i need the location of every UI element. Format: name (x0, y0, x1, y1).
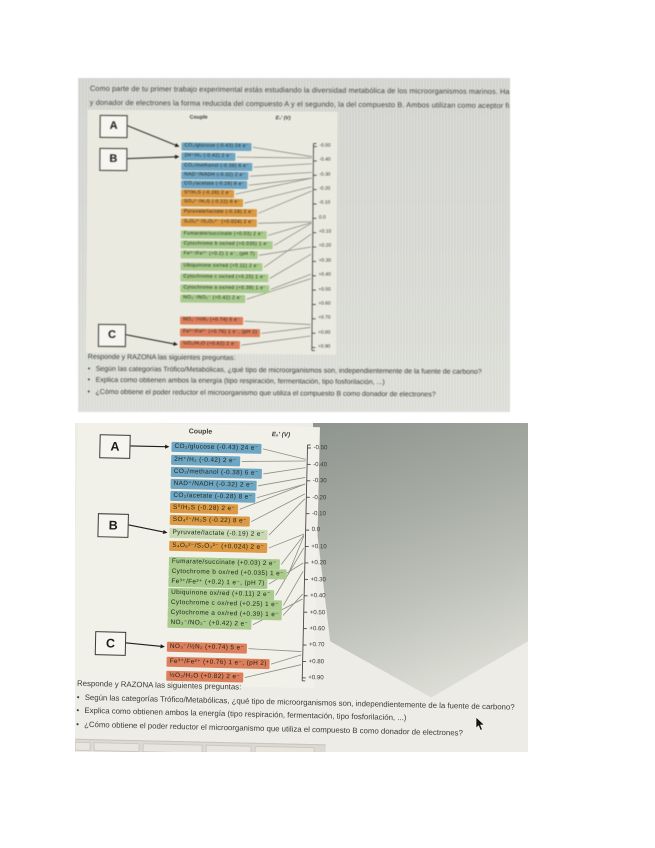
compound-c-box: C (97, 323, 127, 348)
axis-tick-label: +0.30 (318, 258, 331, 264)
redox-couple-row: SO₄²⁻/H₂S (-0.22) 8 e⁻ (169, 514, 250, 527)
axis-tick-label: +0.80 (308, 657, 325, 666)
photo-content: Responde y RAZONA las siguientes pregunt… (75, 423, 528, 752)
redox-couple-row: Fe³⁺/Fe²⁺ (+0.2) 1 e⁻, (pH 7) (180, 250, 258, 260)
redox-couple-row: Cytochrome b ox/red (+0.035) 1 e⁻ (180, 240, 273, 250)
redox-couple-row: S⁰/H₂S (-0.28) 2 e⁻ (169, 502, 239, 515)
toolbar-cell (254, 745, 315, 752)
axis-tick-label: 0.0 (318, 215, 326, 221)
axis-tick-label: -0.20 (319, 186, 331, 192)
redox-couple-row: NAD⁺/NADH (-0.32) 2 e⁻ (170, 478, 257, 491)
axis-tick-label: +0.40 (310, 592, 326, 600)
compound-b-box: B (97, 513, 129, 538)
question-item: • Explica como obtienen ambos la energía … (87, 376, 385, 387)
compound-c-box: C (94, 631, 127, 656)
axis-tick-label: +0.70 (318, 315, 331, 321)
compound-a-box: A (99, 434, 131, 459)
redox-couple-row: NO₃⁻/½N₂ (+0.74) 5 e⁻ (180, 316, 243, 326)
axis-tick-label: +0.10 (311, 542, 327, 551)
questions-block: Responde y RAZONA las siguientes pregunt… (76, 679, 522, 739)
redox-couple-row: NO₃⁻/NO₂⁻ (+0.42) 2 e⁻ (167, 617, 252, 630)
axis-tick-label: -0.50 (313, 444, 328, 452)
exercise-photo-small[interactable]: Como parte de tu primer trabajo experime… (78, 78, 510, 412)
redox-couple-row: NO₃⁻/NO₂⁻ (+0.42) 2 e⁻ (180, 294, 246, 304)
axis-tick-label: +0.70 (308, 641, 325, 649)
bullet-icon: • (76, 705, 80, 715)
toolbar-cell (75, 741, 91, 751)
couple-column-header: Couple (189, 114, 208, 121)
axis-label: E₀′ (V) (271, 431, 291, 439)
bullet-icon: • (76, 692, 80, 702)
redox-couple-row: CO₂/acetate (-0.28) 8 e⁻ (170, 490, 256, 503)
toolbar-cell (93, 741, 140, 752)
redox-couple-row: CO₂/glucose (-0.43) 24 e⁻ (171, 441, 262, 454)
axis-tick-label: -0.40 (319, 157, 331, 163)
question-item: • ¿Cómo obtiene el poder reductor el micr… (87, 388, 436, 399)
redox-couple-row: S₄O₆²⁻/S₂O₃²⁻ (+0.024) 2 e⁻ (180, 218, 258, 228)
bullet-icon: • (87, 365, 91, 373)
axis-tick-label: 0.0 (311, 526, 321, 534)
axis-tick-label: -0.50 (319, 143, 331, 149)
axis-tick-label: +0.20 (310, 559, 327, 567)
intro-line: y donador de electrones la forma reducid… (89, 97, 510, 110)
bullet-icon: • (87, 388, 91, 396)
axis-tick-label: +0.60 (318, 301, 331, 307)
redox-couple-row: Pyruvate/lactate (-0.19) 2 e⁻ (180, 208, 258, 218)
redox-couple-row: CO₂/acetate (-0.28) 8 e⁻ (181, 180, 248, 190)
mouse-cursor-icon (475, 717, 486, 731)
axis-tick-label: +0.50 (309, 608, 326, 616)
axis-tick-label: +0.80 (317, 330, 331, 336)
couple-column-header: Couple (188, 428, 213, 436)
toolbar-cell (205, 744, 252, 752)
axis-tick-label: +0.30 (310, 575, 326, 584)
question-item: • Según las categorías Trófico/Metabólica… (87, 365, 482, 376)
redox-couple-row: NAD⁺/NADH (-0.32) 2 e⁻ (181, 171, 249, 181)
redox-couple-row: Cytochrome a ox/red (+0.39) 1 e⁻ (180, 284, 270, 294)
questions-heading: Responde y RAZONA las siguientes pregunt… (87, 353, 236, 362)
bullet-icon: • (76, 719, 79, 729)
toolbar-cell (142, 742, 203, 752)
axis-tick-label: +0.90 (308, 674, 324, 682)
redox-couple-row: NO₃⁻/½N₂ (+0.74) 5 e⁻ (166, 641, 248, 654)
axis-tick-label: +0.60 (309, 624, 325, 633)
exercise-photo-zoomed[interactable]: Responde y RAZONA las siguientes pregunt… (75, 423, 528, 752)
redox-couple-row: CO₂/methanol (-0.38) 6 e⁻ (181, 162, 253, 172)
redox-couple-row: ½O₂/H₂O (+0.82) 2 e⁻ (179, 340, 241, 350)
intro-line: Como parte de tu primer trabajo experime… (89, 83, 510, 97)
axis-label: E₀′ (V) (275, 115, 291, 122)
photo-content: Como parte de tu primer trabajo experime… (78, 78, 510, 412)
axis-tick-label: -0.10 (319, 200, 331, 207)
redox-couple-row: ½O₂/H₂O (+0.82) 2 e⁻ (166, 670, 244, 683)
questions-block: Responde y RAZONA las siguientes pregunt… (88, 354, 506, 399)
redox-couple-row: CO₂/glucose (-0.43) 24 e⁻ (181, 142, 252, 152)
redox-couple-row: CO₂/methanol (-0.38) 6 e⁻ (170, 466, 262, 479)
axis-tick-label: +0.20 (318, 244, 332, 250)
compound-b-box: B (99, 147, 128, 172)
axis-tick-label: +0.90 (317, 344, 331, 350)
axis-tick-label: -0.10 (311, 509, 326, 518)
redox-couple-row: Fe³⁺/Fe²⁺ (+0.76) 1 e⁻, (pH 2) (179, 328, 261, 338)
compound-a-box: A (99, 114, 128, 139)
axis-tick-label: -0.30 (312, 477, 327, 485)
axis-tick-label: +0.50 (318, 287, 331, 293)
redox-couple-row: Fumarate/succinate (+0.03) 2 e⁻ (180, 230, 267, 240)
axis-tick-label: -0.30 (319, 172, 331, 178)
partial-toolbar (75, 738, 326, 752)
axis-tick-label: +0.40 (318, 272, 331, 278)
axis-tick-label: +0.10 (318, 229, 332, 235)
redox-couple-row: S⁰/H₂S (-0.28) 2 e⁻ (181, 189, 235, 199)
redox-couple-row: Ubiquinone ox/red (+0.11) 2 e⁻ (180, 262, 263, 272)
redox-couple-row: 2H⁺/H₂ (-0.42) 2 e⁻ (181, 152, 236, 162)
bullet-icon: • (87, 376, 91, 384)
redox-couple-row: SO₄²⁻/H₂S (-0.22) 8 e⁻ (180, 198, 244, 208)
redox-couple-row: 2H⁺/H₂ (-0.42) 2 e⁻ (171, 454, 240, 467)
redox-couple-row: Cytochrome c ox/red (+0.25) 1 e⁻ (180, 273, 269, 283)
axis-tick-label: -0.20 (312, 493, 327, 501)
axis-tick-label: -0.40 (313, 460, 328, 469)
